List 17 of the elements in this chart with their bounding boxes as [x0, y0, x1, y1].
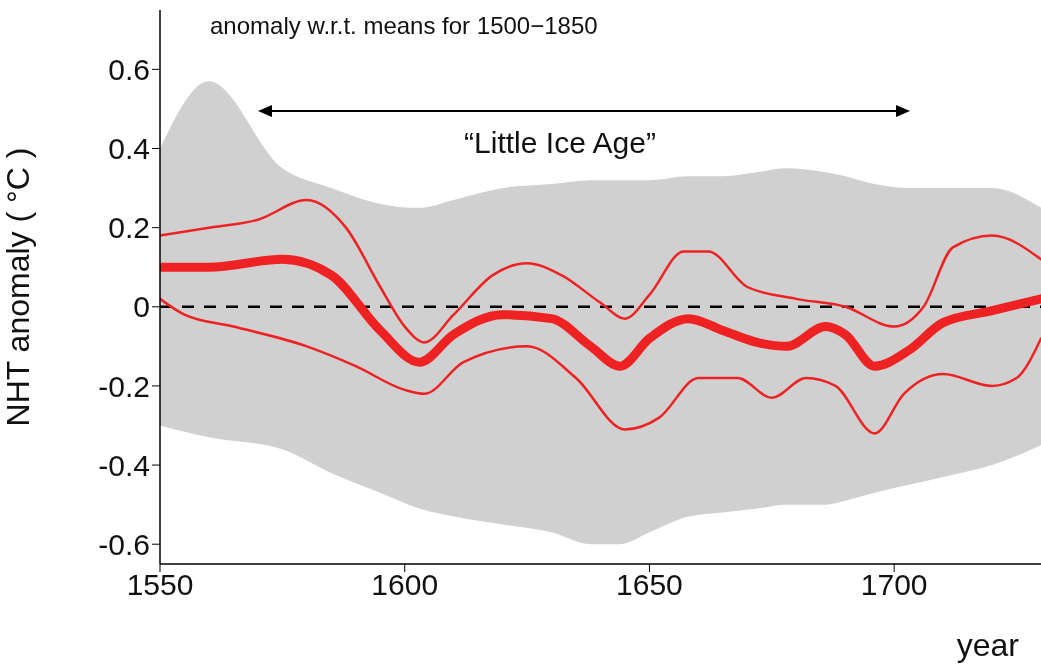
- annotation: “Little Ice Age”: [463, 126, 657, 160]
- x-tick-label: 1550: [126, 568, 194, 602]
- y-tick-label: 0: [133, 290, 150, 324]
- x-axis-title: year: [956, 627, 1020, 663]
- y-tick-label: -0.4: [98, 448, 150, 482]
- line-series: [160, 297, 1041, 435]
- y-axis-title: NHT anomaly ( °C ): [0, 147, 37, 427]
- x-tick-label: 1600: [371, 568, 439, 602]
- y-tick-label: 0.6: [108, 53, 150, 87]
- y-tick-label: -0.6: [98, 527, 150, 561]
- line-series: [160, 198, 1041, 344]
- y-tick-label: 0.4: [108, 132, 150, 166]
- y-tick-label: -0.2: [98, 369, 150, 403]
- x-tick-label: 1650: [616, 568, 683, 602]
- y-tick-label: 0.2: [108, 211, 150, 245]
- annotation: anomaly w.r.t. means for 1500−1850: [210, 12, 598, 40]
- x-tick-label: 1700: [860, 568, 928, 602]
